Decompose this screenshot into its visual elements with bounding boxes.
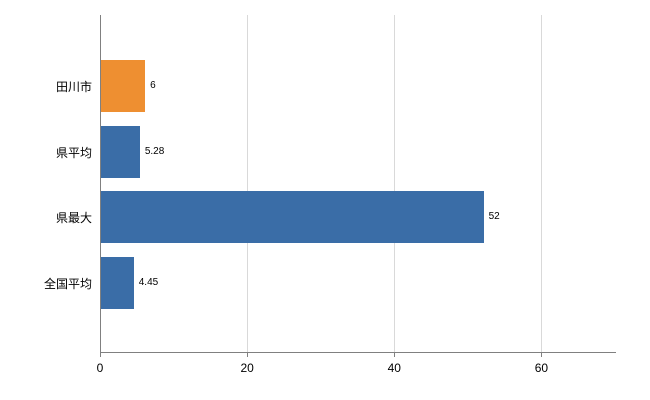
- bar-value-label: 6: [150, 80, 156, 91]
- x-axis-line: [100, 352, 616, 353]
- bar-県最大: [101, 191, 484, 243]
- gridline-x-40: [394, 15, 396, 352]
- gridline-x-60: [541, 15, 543, 352]
- bar-value-label: 4.45: [138, 276, 159, 288]
- category-label: 県平均: [55, 145, 92, 160]
- category-label: 全国平均: [43, 276, 92, 291]
- x-tick-label-60: 60: [534, 361, 549, 375]
- x-axis-tick-40: [394, 352, 396, 357]
- bar-田川市: [101, 60, 146, 112]
- bar-全国平均: [101, 256, 134, 309]
- x-axis-tick-0: [100, 352, 101, 357]
- x-tick-label-40: 40: [387, 361, 401, 375]
- category-label: 田川市: [55, 80, 92, 94]
- bar-value-label: 52: [488, 211, 500, 222]
- x-axis-tick-20: [247, 352, 249, 357]
- gridline-x-20: [247, 15, 249, 352]
- x-tick-label-20: 20: [240, 361, 254, 375]
- bar-県平均: [101, 125, 140, 178]
- x-axis-tick-60: [541, 352, 543, 357]
- y-axis-line: [100, 15, 101, 353]
- category-label: 県最大: [55, 211, 92, 225]
- bar-value-label: 5.28: [144, 145, 165, 157]
- x-tick-label-0: 0: [96, 361, 104, 375]
